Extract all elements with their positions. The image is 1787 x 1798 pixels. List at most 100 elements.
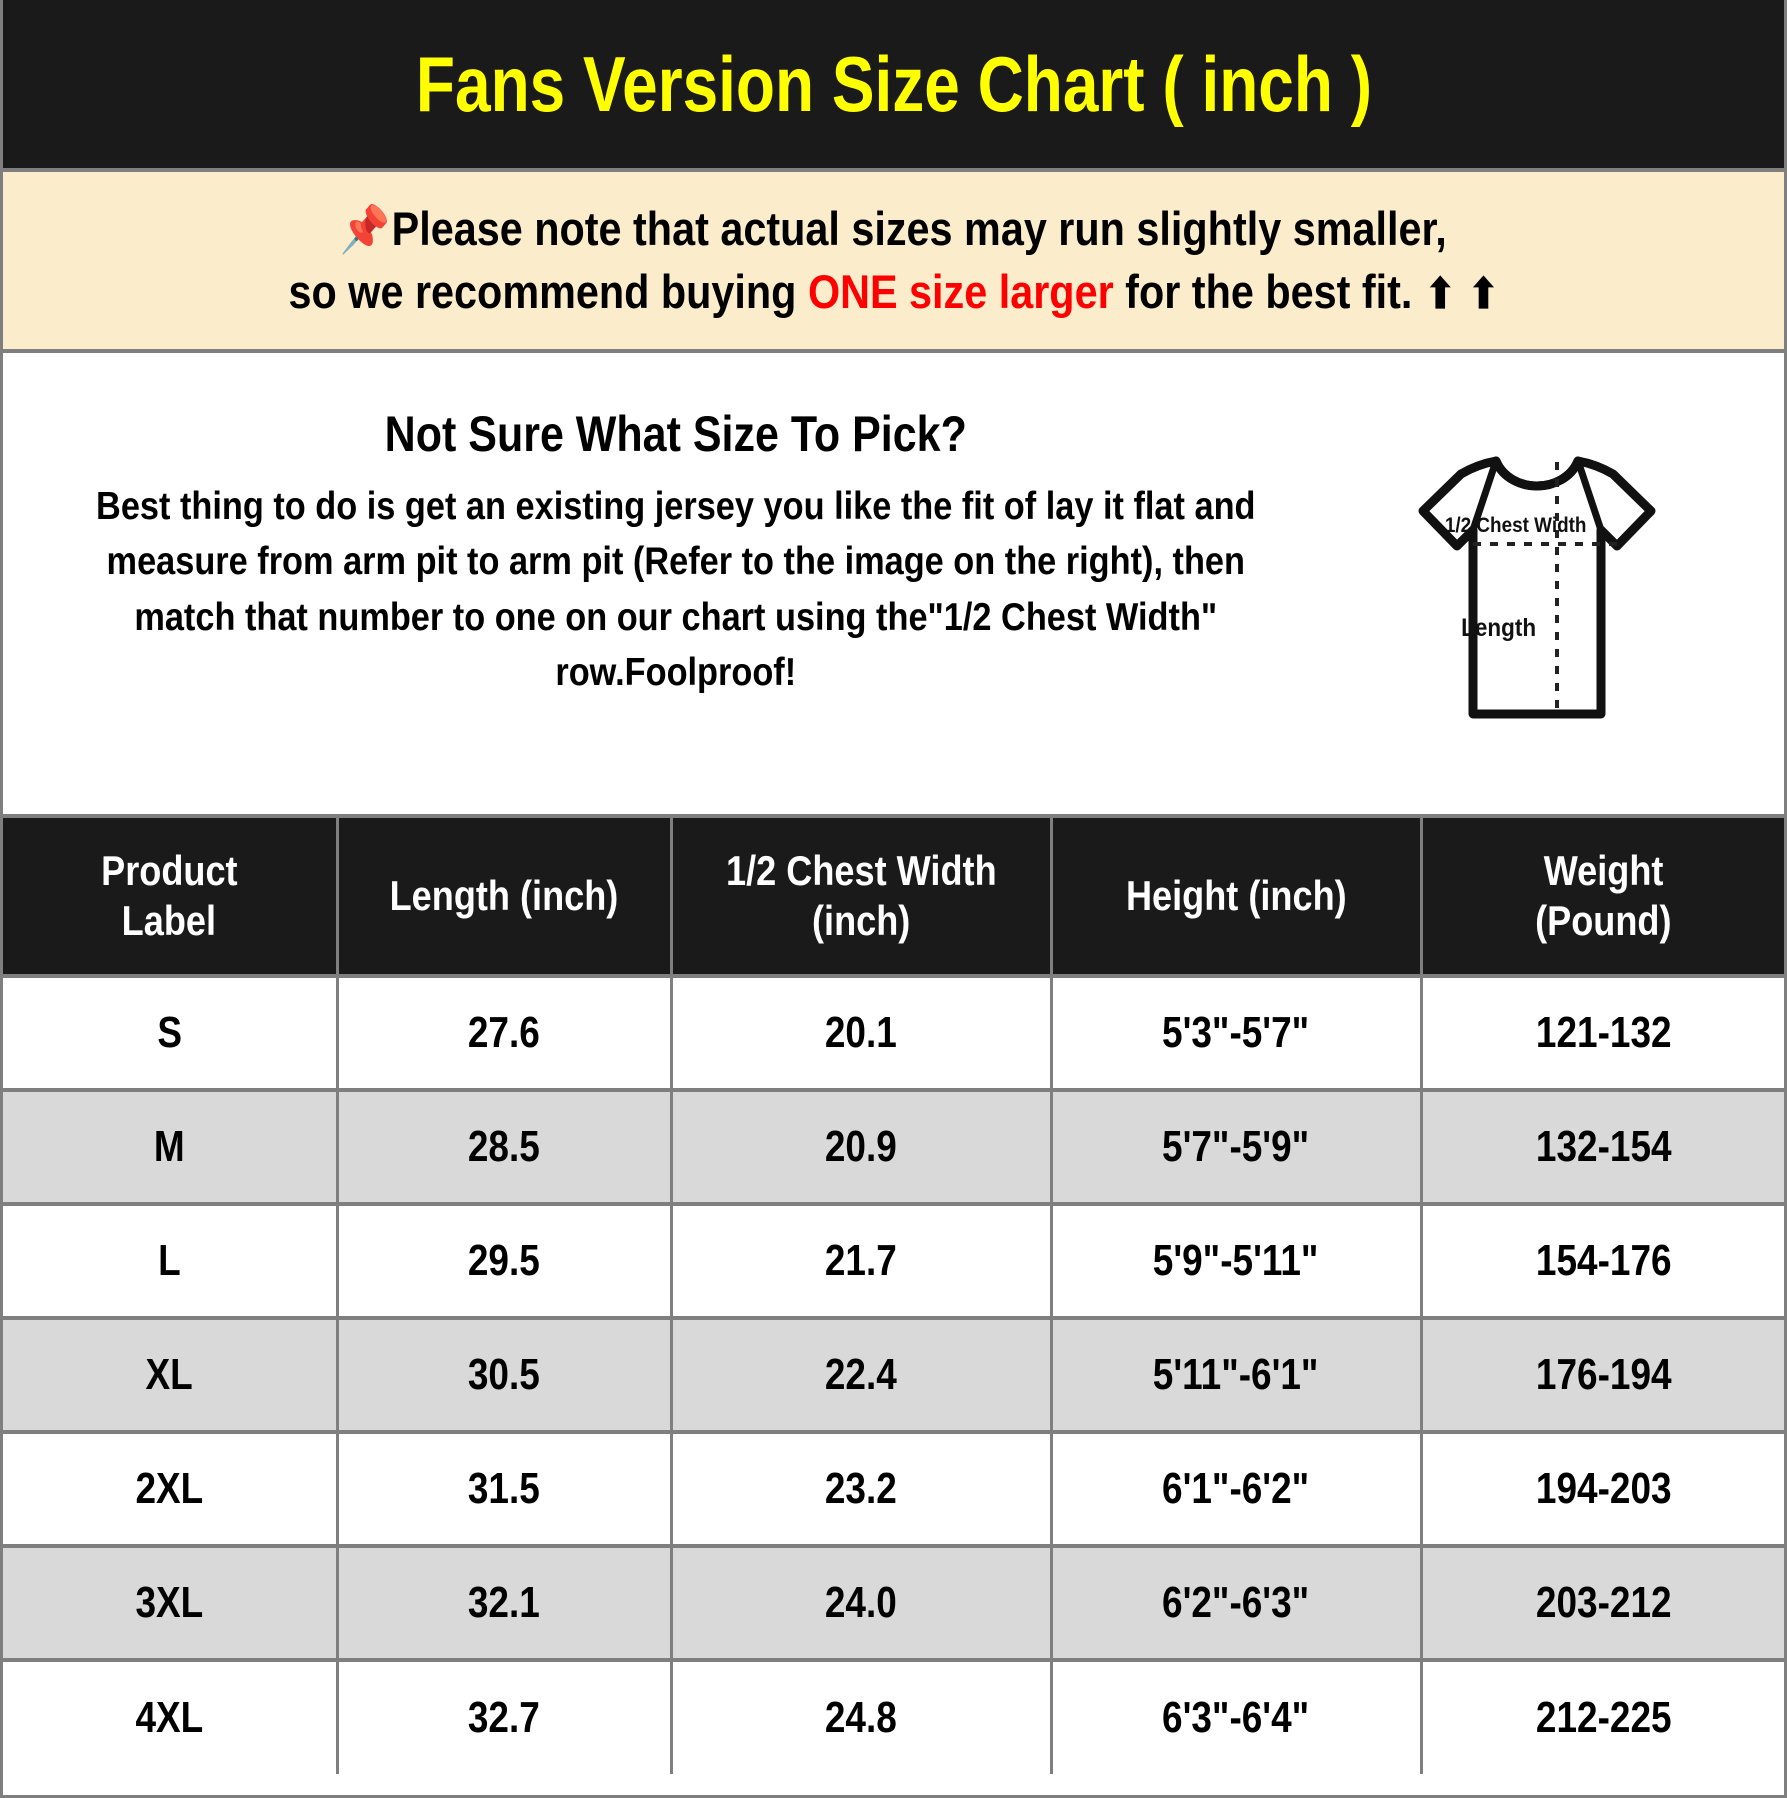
tshirt-icon bbox=[1418, 456, 1656, 718]
help-body-line-1: Best thing to do is get an existing jers… bbox=[96, 485, 1256, 528]
cell-value: 121-132 bbox=[1535, 1008, 1672, 1057]
cell-value: 203-212 bbox=[1535, 1578, 1672, 1627]
table-cell-weight: 154-176 bbox=[1421, 1202, 1784, 1318]
cell-value: M bbox=[153, 1122, 185, 1171]
cell-value: 28.5 bbox=[468, 1122, 540, 1171]
cell-value: 2XL bbox=[135, 1464, 204, 1513]
column-header-weight: Weight (Pound) bbox=[1421, 818, 1784, 976]
table-row: 3XL 32.1 24.0 6'2"-6'3" 203-212 bbox=[3, 1544, 1784, 1660]
table-cell-weight: 203-212 bbox=[1421, 1544, 1784, 1660]
header-line-1: Weight bbox=[1543, 847, 1664, 895]
table-cell-height: 5'7"-5'9" bbox=[1051, 1088, 1423, 1204]
notice-line-1-text: Please note that actual sizes may run sl… bbox=[392, 202, 1448, 256]
cell-value: 32.1 bbox=[468, 1578, 540, 1627]
column-header-product-label: Product Label bbox=[3, 818, 339, 976]
table-cell-weight: 132-154 bbox=[1421, 1088, 1784, 1204]
tshirt-right-shoulder-seam bbox=[1574, 459, 1604, 531]
cell-value: 27.6 bbox=[468, 1008, 540, 1057]
help-text-column: Not Sure What Size To Pick? Best thing t… bbox=[3, 353, 1349, 814]
cell-value: 5'11"-6'1" bbox=[1153, 1350, 1319, 1399]
table-cell-size: 4XL bbox=[3, 1658, 339, 1774]
table-cell-length: 28.5 bbox=[337, 1088, 673, 1204]
cell-value: 24.0 bbox=[825, 1578, 897, 1627]
cell-value: 24.8 bbox=[825, 1693, 897, 1742]
table-cell-weight: 212-225 bbox=[1421, 1658, 1784, 1774]
table-cell-length: 30.5 bbox=[337, 1316, 673, 1432]
cell-value: S bbox=[156, 1008, 182, 1057]
cell-value: 20.1 bbox=[825, 1008, 897, 1057]
notice-banner: 📌Please note that actual sizes may run s… bbox=[3, 168, 1784, 353]
cell-value: 212-225 bbox=[1535, 1693, 1672, 1742]
up-arrow-icon-2: ⬆ bbox=[1467, 269, 1499, 317]
table-cell-size: XL bbox=[3, 1316, 339, 1432]
table-cell-half_chest: 20.9 bbox=[671, 1088, 1053, 1204]
table-cell-height: 5'9"-5'11" bbox=[1051, 1202, 1423, 1318]
table-cell-size: M bbox=[3, 1088, 339, 1204]
page-title: Fans Version Size Chart ( inch ) bbox=[415, 40, 1372, 128]
cell-value: 29.5 bbox=[468, 1236, 540, 1285]
up-arrow-icon-1: ⬆ bbox=[1424, 269, 1456, 317]
table-header: Product Label Length (inch) 1/2 Chest Wi… bbox=[3, 818, 1784, 976]
cell-value: 22.4 bbox=[825, 1350, 897, 1399]
cell-value: 154-176 bbox=[1535, 1236, 1672, 1285]
table-cell-height: 5'11"-6'1" bbox=[1051, 1316, 1423, 1432]
table-row: 2XL 31.5 23.2 6'1"-6'2" 194-203 bbox=[3, 1430, 1784, 1546]
title-bar: Fans Version Size Chart ( inch ) bbox=[3, 0, 1784, 168]
cell-value: 21.7 bbox=[825, 1236, 897, 1285]
tshirt-collar-path bbox=[1491, 456, 1583, 491]
tshirt-left-shoulder-seam bbox=[1469, 459, 1499, 531]
cell-value: 30.5 bbox=[468, 1350, 540, 1399]
cell-value: 4XL bbox=[135, 1693, 204, 1742]
cell-value: 23.2 bbox=[825, 1464, 897, 1513]
cell-value: 6'1"-6'2" bbox=[1162, 1464, 1310, 1513]
table-header-row: Product Label Length (inch) 1/2 Chest Wi… bbox=[3, 818, 1784, 976]
table-row: 4XL 32.7 24.8 6'3"-6'4" 212-225 bbox=[3, 1658, 1784, 1774]
table-cell-length: 32.7 bbox=[337, 1658, 673, 1774]
notice-line-2: so we recommend buying ONE size larger f… bbox=[288, 261, 1498, 323]
help-body-line-4: row.Foolproof! bbox=[555, 651, 797, 695]
table-cell-size: 2XL bbox=[3, 1430, 339, 1546]
cell-value: 194-203 bbox=[1535, 1464, 1672, 1513]
notice-line-2-suffix: for the best fit. bbox=[1113, 264, 1413, 318]
tshirt-body-path bbox=[1418, 456, 1656, 718]
cell-value: 6'2"-6'3" bbox=[1162, 1578, 1310, 1627]
table-cell-weight: 121-132 bbox=[1421, 974, 1784, 1090]
cell-value: 5'3"-5'7" bbox=[1162, 1008, 1310, 1057]
table-cell-size: S bbox=[3, 974, 339, 1090]
help-section: Not Sure What Size To Pick? Best thing t… bbox=[3, 353, 1784, 818]
table-cell-height: 6'2"-6'3" bbox=[1051, 1544, 1423, 1660]
table-cell-weight: 176-194 bbox=[1421, 1316, 1784, 1432]
table-cell-length: 29.5 bbox=[337, 1202, 673, 1318]
table-cell-height: 6'1"-6'2" bbox=[1051, 1430, 1423, 1546]
table-row: XL 30.5 22.4 5'11"-6'1" 176-194 bbox=[3, 1316, 1784, 1432]
help-body-line-2: measure from arm pit to arm pit (Refer t… bbox=[106, 540, 1245, 584]
column-header-half-chest-width: 1/2 Chest Width (inch) bbox=[671, 818, 1053, 976]
pushpin-icon: 📌 bbox=[339, 203, 391, 256]
cell-value: 176-194 bbox=[1535, 1350, 1672, 1399]
cell-value: 20.9 bbox=[825, 1122, 897, 1171]
notice-line-2-prefix: so we recommend buying bbox=[288, 264, 808, 318]
column-header-height: Height (inch) bbox=[1051, 818, 1423, 976]
cell-value: 3XL bbox=[135, 1578, 204, 1627]
header-line-2: (inch) bbox=[811, 897, 911, 944]
table-cell-size: 3XL bbox=[3, 1544, 339, 1660]
chest-width-label: 1/2 Chest Width bbox=[1444, 513, 1587, 537]
table-body: S 27.6 20.1 5'3"-5'7" 121-132 M 28.5 20.9 5'7"-5… bbox=[3, 974, 1784, 1774]
table-cell-length: 31.5 bbox=[337, 1430, 673, 1546]
table-cell-weight: 194-203 bbox=[1421, 1430, 1784, 1546]
table-cell-half_chest: 24.0 bbox=[671, 1544, 1053, 1660]
notice-line-1: 📌Please note that actual sizes may run s… bbox=[340, 198, 1447, 260]
size-chart-table: Product Label Length (inch) 1/2 Chest Wi… bbox=[3, 818, 1784, 1774]
header-line-1: 1/2 Chest Width bbox=[725, 847, 997, 895]
table-row: S 27.6 20.1 5'3"-5'7" 121-132 bbox=[3, 974, 1784, 1090]
table-cell-half_chest: 21.7 bbox=[671, 1202, 1053, 1318]
cell-value: 31.5 bbox=[468, 1464, 540, 1513]
table-row: L 29.5 21.7 5'9"-5'11" 154-176 bbox=[3, 1202, 1784, 1318]
column-header-length: Length (inch) bbox=[337, 818, 673, 976]
header-line-2: (Pound) bbox=[1535, 897, 1672, 944]
cell-value: 132-154 bbox=[1535, 1122, 1672, 1171]
notice-highlight: ONE size larger bbox=[807, 264, 1114, 318]
cell-value: 5'7"-5'9" bbox=[1162, 1122, 1310, 1171]
table-cell-size: L bbox=[3, 1202, 339, 1318]
